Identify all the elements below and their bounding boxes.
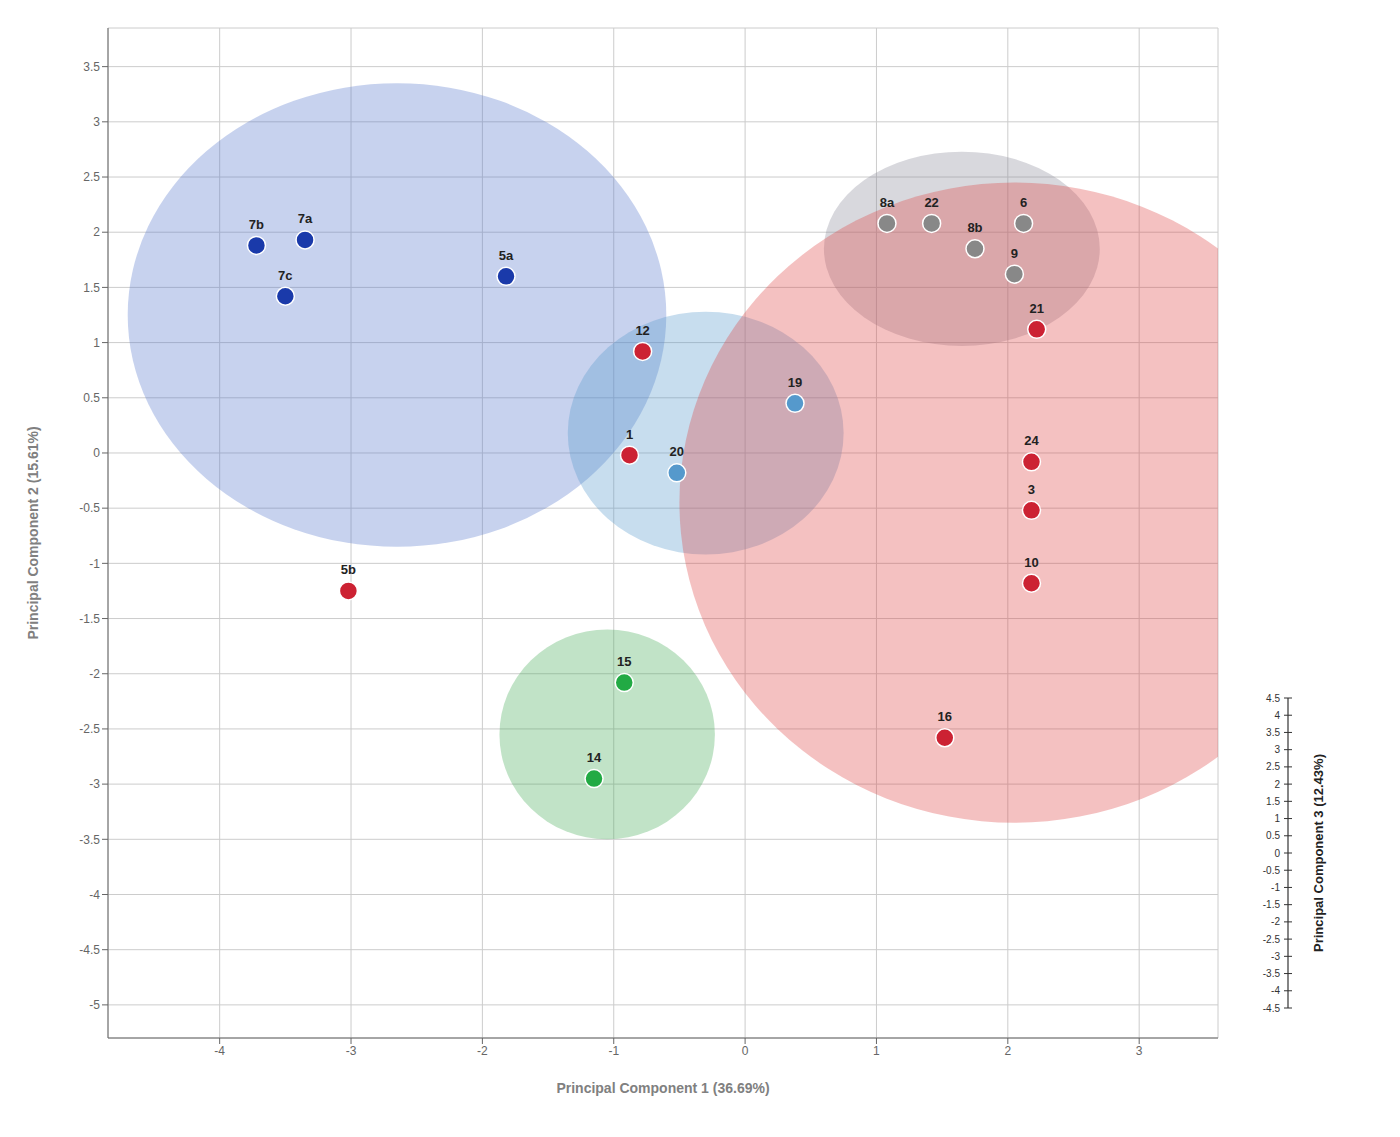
svg-text:22: 22 — [924, 195, 938, 210]
svg-text:-3: -3 — [1271, 951, 1280, 962]
svg-text:-1.5: -1.5 — [1263, 899, 1281, 910]
svg-text:12: 12 — [635, 323, 649, 338]
svg-text:1: 1 — [626, 427, 633, 442]
svg-text:2: 2 — [93, 225, 100, 239]
svg-text:24: 24 — [1024, 433, 1039, 448]
svg-text:-3: -3 — [89, 777, 100, 791]
svg-text:2.5: 2.5 — [83, 170, 100, 184]
svg-text:8b: 8b — [967, 220, 982, 235]
svg-text:-2.5: -2.5 — [79, 722, 100, 736]
svg-text:3: 3 — [93, 115, 100, 129]
svg-text:7a: 7a — [298, 211, 313, 226]
svg-text:2: 2 — [1274, 779, 1280, 790]
svg-text:4: 4 — [1274, 710, 1280, 721]
svg-text:-3.5: -3.5 — [79, 833, 100, 847]
svg-text:0.5: 0.5 — [83, 391, 100, 405]
svg-text:7b: 7b — [249, 217, 264, 232]
svg-text:-1.5: -1.5 — [79, 612, 100, 626]
svg-text:Principal Component 2 (15.61%): Principal Component 2 (15.61%) — [25, 426, 41, 639]
svg-text:7c: 7c — [278, 268, 292, 283]
svg-text:-1: -1 — [89, 557, 100, 571]
svg-text:21: 21 — [1029, 301, 1043, 316]
svg-text:9: 9 — [1011, 246, 1018, 261]
svg-text:2.5: 2.5 — [1266, 761, 1280, 772]
svg-text:0.5: 0.5 — [1266, 830, 1280, 841]
svg-text:6: 6 — [1020, 195, 1027, 210]
svg-text:4.5: 4.5 — [1266, 693, 1280, 704]
svg-text:3: 3 — [1028, 482, 1035, 497]
svg-text:16: 16 — [938, 709, 952, 724]
svg-text:-0.5: -0.5 — [1263, 865, 1281, 876]
svg-text:20: 20 — [670, 444, 684, 459]
svg-text:-3.5: -3.5 — [1263, 968, 1281, 979]
svg-text:8a: 8a — [880, 195, 895, 210]
svg-text:Principal Component 1 (36.69%): Principal Component 1 (36.69%) — [556, 1080, 769, 1096]
svg-text:14: 14 — [587, 750, 602, 765]
svg-text:-4: -4 — [214, 1044, 225, 1058]
svg-text:-2: -2 — [477, 1044, 488, 1058]
svg-text:-4.5: -4.5 — [1263, 1003, 1281, 1014]
svg-text:-2: -2 — [89, 667, 100, 681]
svg-text:10: 10 — [1024, 555, 1038, 570]
svg-text:-0.5: -0.5 — [79, 501, 100, 515]
svg-text:1: 1 — [93, 336, 100, 350]
svg-text:-4: -4 — [89, 888, 100, 902]
svg-text:1: 1 — [1274, 813, 1280, 824]
svg-text:5a: 5a — [499, 248, 514, 263]
svg-text:-4.5: -4.5 — [79, 943, 100, 957]
svg-text:19: 19 — [788, 375, 802, 390]
svg-text:-3: -3 — [346, 1044, 357, 1058]
svg-text:1: 1 — [873, 1044, 880, 1058]
svg-text:0: 0 — [742, 1044, 749, 1058]
svg-text:-4: -4 — [1271, 985, 1280, 996]
svg-text:1.5: 1.5 — [1266, 796, 1280, 807]
svg-text:5b: 5b — [341, 562, 356, 577]
svg-text:15: 15 — [617, 654, 631, 669]
svg-text:3.5: 3.5 — [1266, 727, 1280, 738]
svg-text:-1: -1 — [608, 1044, 619, 1058]
svg-text:3: 3 — [1274, 744, 1280, 755]
svg-text:2: 2 — [1004, 1044, 1011, 1058]
svg-text:3: 3 — [1136, 1044, 1143, 1058]
svg-text:-5: -5 — [89, 998, 100, 1012]
svg-text:0: 0 — [1274, 848, 1280, 859]
svg-text:-2.5: -2.5 — [1263, 934, 1281, 945]
svg-text:0: 0 — [93, 446, 100, 460]
svg-text:-2: -2 — [1271, 916, 1280, 927]
svg-text:-1: -1 — [1271, 882, 1280, 893]
svg-text:1.5: 1.5 — [83, 281, 100, 295]
svg-text:3.5: 3.5 — [83, 60, 100, 74]
svg-text:Principal Component 3 (12.43%): Principal Component 3 (12.43%) — [1311, 754, 1326, 952]
